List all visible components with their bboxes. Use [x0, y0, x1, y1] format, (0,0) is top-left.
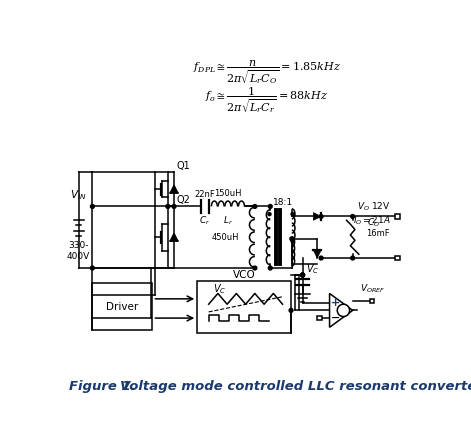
Polygon shape — [313, 250, 321, 258]
Text: Q1: Q1 — [176, 161, 190, 170]
Circle shape — [319, 256, 323, 260]
Polygon shape — [170, 185, 178, 193]
Text: Voltage mode controlled LLC resonant converter: Voltage mode controlled LLC resonant con… — [120, 380, 471, 393]
Circle shape — [166, 205, 170, 208]
Circle shape — [319, 215, 323, 218]
Text: 18:1: 18:1 — [273, 198, 292, 207]
Text: 16mF: 16mF — [366, 229, 390, 238]
Circle shape — [268, 212, 271, 216]
Text: $V_O$ 12V: $V_O$ 12V — [357, 201, 391, 213]
Text: VCO: VCO — [233, 270, 255, 280]
Text: $V_{IN}$: $V_{IN}$ — [70, 188, 87, 202]
Text: $f_{DPL} \cong \dfrac{n}{2\pi\sqrt{L_r C_O}} = 1.85kHz$: $f_{DPL} \cong \dfrac{n}{2\pi\sqrt{L_r C… — [193, 59, 341, 87]
Text: Q2: Q2 — [176, 195, 190, 205]
Text: 450uH: 450uH — [212, 233, 239, 242]
Circle shape — [300, 273, 305, 277]
Text: $C_r$: $C_r$ — [199, 214, 211, 226]
Circle shape — [290, 237, 294, 241]
Circle shape — [172, 205, 176, 208]
Circle shape — [90, 266, 94, 270]
Circle shape — [351, 215, 355, 218]
Bar — [370, 299, 374, 303]
Circle shape — [291, 212, 294, 216]
Text: −: − — [331, 313, 341, 323]
Text: +: + — [331, 298, 341, 308]
Bar — [395, 256, 399, 260]
Circle shape — [253, 266, 257, 270]
Text: 22nF: 22nF — [195, 190, 215, 199]
Circle shape — [90, 205, 94, 208]
Circle shape — [337, 304, 349, 316]
Bar — [317, 316, 322, 320]
Circle shape — [268, 205, 272, 208]
Text: $L_r$: $L_r$ — [223, 214, 233, 226]
Polygon shape — [313, 212, 321, 220]
Text: $V_{OREF}$: $V_{OREF}$ — [360, 283, 386, 295]
Bar — [197, 281, 291, 333]
Bar — [395, 214, 399, 219]
Text: Driver: Driver — [106, 302, 138, 312]
Circle shape — [300, 273, 305, 277]
Circle shape — [300, 273, 305, 277]
Circle shape — [268, 266, 272, 270]
Text: 330-
400V: 330- 400V — [67, 241, 90, 261]
Circle shape — [291, 239, 294, 243]
Bar — [92, 284, 153, 329]
Circle shape — [351, 256, 355, 260]
Text: $V_C$: $V_C$ — [212, 282, 226, 296]
Text: 150uH: 150uH — [214, 189, 242, 198]
Polygon shape — [330, 294, 353, 327]
Text: $V_C$: $V_C$ — [307, 262, 320, 276]
Text: Figure 1.: Figure 1. — [69, 380, 136, 393]
Polygon shape — [170, 233, 178, 241]
Text: $I_O=21A$: $I_O=21A$ — [353, 214, 391, 226]
Text: $f_o \cong \dfrac{1}{2\pi\sqrt{L_r C_r}} = 88kHz$: $f_o \cong \dfrac{1}{2\pi\sqrt{L_r C_r}}… — [205, 85, 328, 114]
Circle shape — [289, 309, 293, 312]
Text: $C_O$: $C_O$ — [366, 216, 380, 229]
Circle shape — [253, 205, 257, 208]
